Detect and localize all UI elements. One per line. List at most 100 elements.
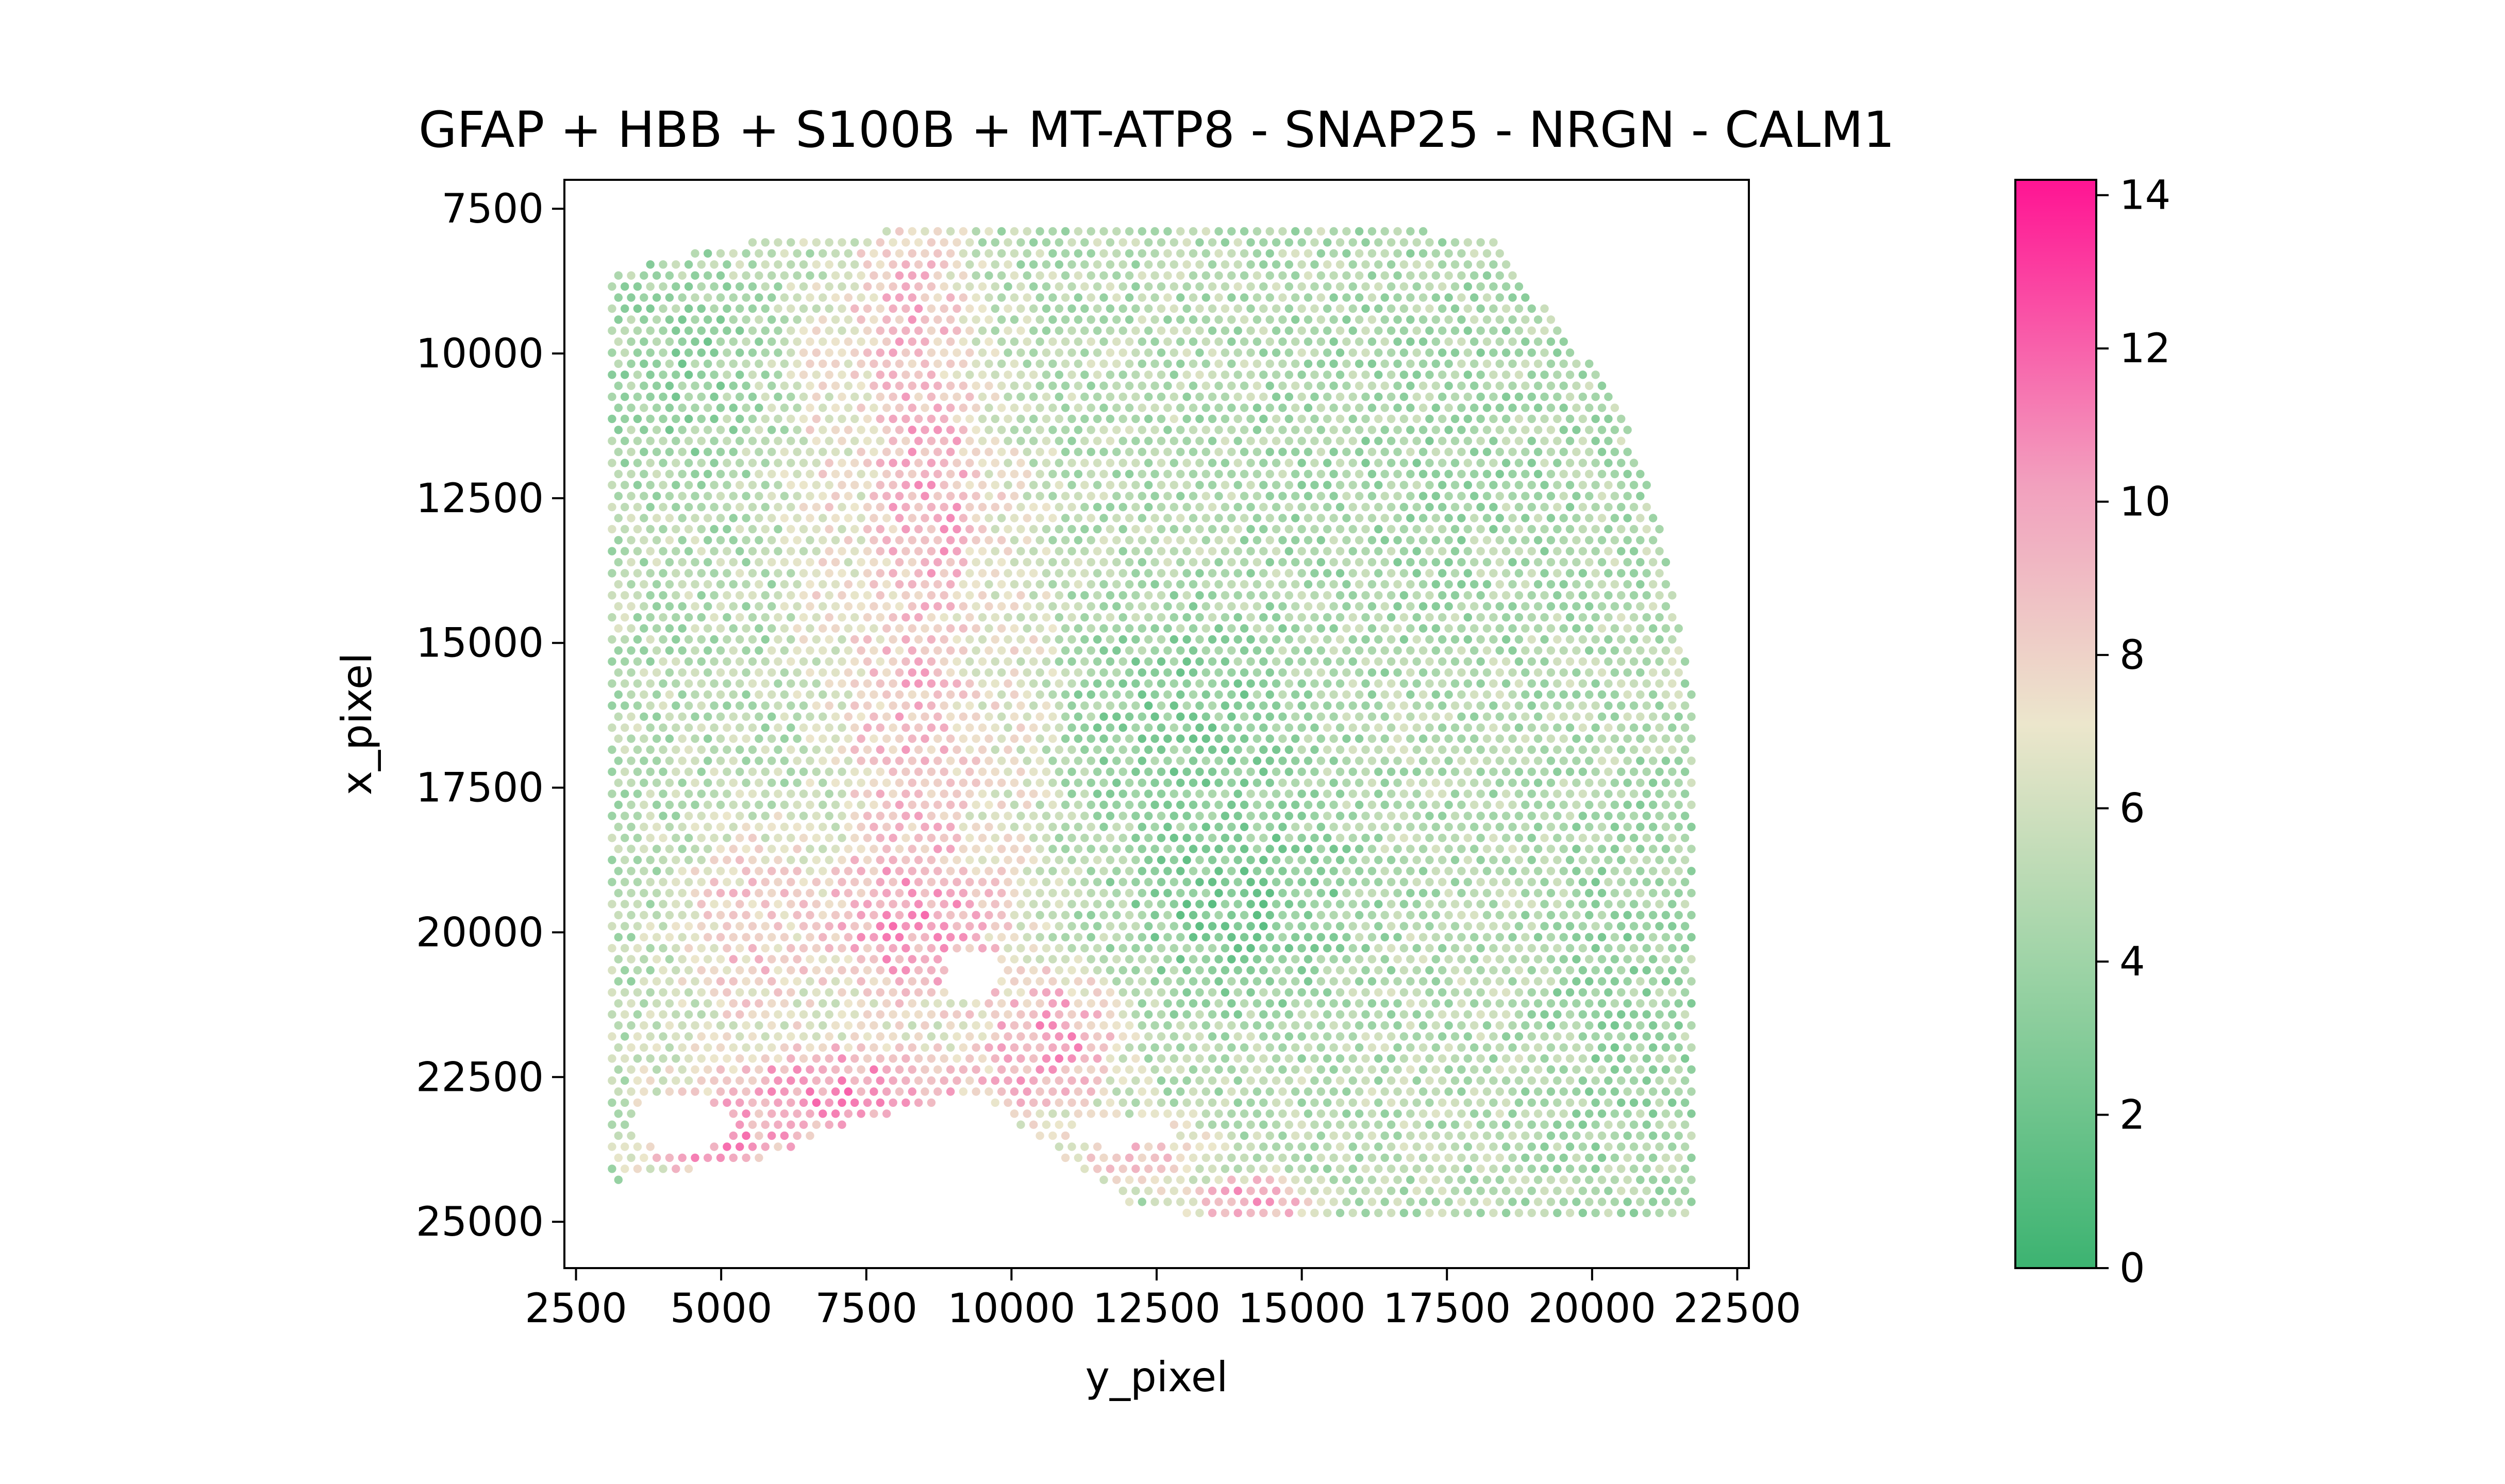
spot-point: [959, 800, 968, 810]
spot-point: [646, 855, 655, 865]
spot-point: [1227, 447, 1236, 457]
spot-point: [1284, 502, 1293, 512]
spot-point: [965, 481, 974, 490]
spot-point: [723, 414, 731, 424]
spot-point: [780, 447, 789, 457]
spot-point: [1418, 779, 1428, 787]
spot-point: [1565, 502, 1575, 512]
spot-point: [1425, 370, 1434, 379]
spot-point: [1214, 403, 1223, 412]
spot-point: [799, 260, 808, 269]
spot-point: [1010, 756, 1019, 765]
spot-point: [646, 723, 655, 732]
spot-point: [863, 481, 872, 490]
spot-point: [755, 381, 763, 390]
spot-point: [1233, 679, 1242, 688]
spot-point: [665, 690, 674, 699]
spot-point: [1476, 370, 1485, 379]
spot-point: [1470, 800, 1479, 810]
spot-point: [882, 646, 891, 655]
spot-point: [621, 370, 629, 379]
spot-point: [755, 558, 763, 567]
spot-point: [1208, 701, 1217, 710]
spot-point: [1444, 359, 1453, 368]
spot-point: [729, 381, 738, 390]
spot-point: [946, 624, 955, 633]
spot-point: [608, 613, 616, 622]
spot-point: [1118, 701, 1127, 710]
spot-point: [1157, 459, 1166, 467]
spot-point: [1112, 867, 1121, 875]
spot-point: [652, 690, 661, 699]
spot-point: [863, 304, 872, 313]
spot-point: [1227, 712, 1236, 721]
spot-point: [1355, 426, 1364, 434]
spot-point: [895, 624, 904, 633]
spot-point: [1150, 646, 1159, 655]
spot-point: [736, 635, 744, 644]
spot-point: [1418, 624, 1428, 633]
spot-point: [959, 580, 968, 589]
spot-point: [1118, 878, 1127, 887]
spot-point: [691, 359, 699, 368]
spot-point: [914, 834, 923, 842]
spot-point: [1093, 855, 1102, 865]
spot-point: [844, 315, 853, 324]
spot-point: [1495, 867, 1504, 875]
spot-point: [1042, 878, 1051, 887]
spot-point: [1284, 878, 1293, 887]
spot-point: [1259, 613, 1268, 622]
spot-point: [1585, 403, 1594, 412]
spot-point: [1457, 668, 1466, 677]
spot-point: [1412, 502, 1421, 512]
spot-point: [863, 260, 872, 269]
spot-point: [876, 878, 885, 887]
spot-point: [659, 591, 667, 600]
spot-point: [940, 723, 948, 732]
spot-point: [1252, 381, 1262, 390]
spot-point: [991, 348, 1000, 357]
spot-point: [1201, 426, 1210, 434]
spot-point: [1470, 337, 1479, 346]
spot-point: [1438, 657, 1447, 666]
spot-point: [793, 447, 801, 457]
spot-point: [1342, 514, 1351, 522]
spot-point: [933, 469, 942, 479]
spot-point: [1470, 580, 1479, 589]
spot-point: [1329, 580, 1338, 589]
spot-point: [1055, 591, 1063, 600]
spot-point: [1655, 635, 1664, 644]
spot-point: [684, 900, 693, 908]
spot-point: [1533, 800, 1543, 810]
spot-point: [838, 878, 846, 887]
spot-point: [1559, 602, 1568, 611]
spot-point: [997, 822, 1006, 832]
spot-point: [704, 690, 712, 699]
spot-point: [825, 459, 833, 467]
spot-point: [767, 536, 776, 545]
spot-point: [1508, 359, 1517, 368]
spot-point: [838, 326, 846, 335]
spot-point: [965, 679, 974, 688]
spot-point: [633, 900, 642, 908]
spot-point: [812, 812, 821, 820]
spot-point: [940, 834, 948, 842]
spot-point: [1476, 326, 1485, 335]
spot-point: [799, 370, 808, 379]
spot-point: [1623, 889, 1632, 898]
spot-point: [780, 800, 789, 810]
spot-point: [710, 591, 719, 600]
spot-point: [1406, 580, 1415, 589]
spot-point: [1316, 624, 1325, 633]
spot-point: [1323, 745, 1332, 754]
spot-point: [1304, 227, 1313, 236]
spot-point: [921, 337, 929, 346]
spot-point: [1546, 867, 1556, 875]
spot-point: [895, 447, 904, 457]
spot-point: [901, 392, 910, 401]
spot-point: [959, 624, 968, 633]
spot-point: [1272, 525, 1281, 534]
spot-point: [1450, 282, 1460, 291]
spot-point: [672, 591, 680, 600]
spot-point: [1074, 447, 1083, 457]
